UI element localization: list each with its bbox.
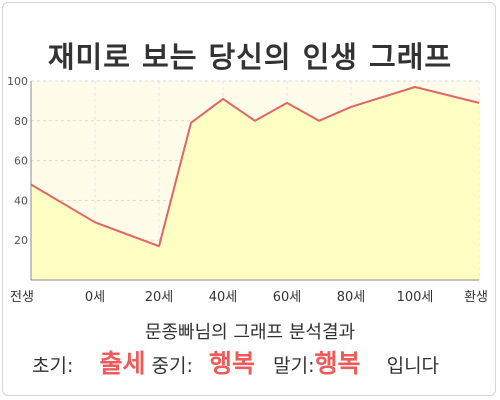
series-line [30,86,480,248]
early-label: 초기: [32,355,74,377]
y-tick-labels: 20 40 60 80 100 [7,75,28,247]
y-tick-label: 20 [14,234,28,247]
x-tick-label: 20세 [145,290,174,305]
x-tick-label: 환생 [464,290,488,305]
ending-text: 입니다 [386,355,440,377]
x-tick-label: 100세 [397,290,434,305]
axes [30,81,479,281]
x-tick-label: 80세 [337,290,366,305]
x-tick-label: 40세 [209,290,238,305]
analysis-title: 문종빠님의 그래프 분석결과 [144,322,356,343]
y-tick-label: 80 [14,115,28,128]
outer-frame [2,2,496,396]
early-value: 출세 [99,349,146,378]
late-label: 말기: [273,355,315,377]
mid-label: 중기: [151,355,193,377]
x-tick-label: 0세 [85,290,105,305]
y-tick-label: 40 [14,194,28,207]
life-graph-chart: 20 40 60 80 100 전생 0세 20세 40세 60세 80세 100세 환생 [7,75,488,305]
late-value: 행복 [314,349,361,378]
x-tick-label: 60세 [273,290,302,305]
result-line: 초기: 출세 중기: 행복 말기:행복 입니다 [32,344,492,380]
y-tick-label: 60 [14,155,28,168]
mid-value: 행복 [209,349,256,378]
area-fill [31,87,479,280]
x-tick-label: 전생 [10,290,34,305]
page-title: 재미로 보는 당신의 인생 그래프 [47,40,453,74]
x-tick-labels: 전생 0세 20세 40세 60세 80세 100세 환생 [10,290,488,305]
y-tick-label: 100 [7,75,28,88]
